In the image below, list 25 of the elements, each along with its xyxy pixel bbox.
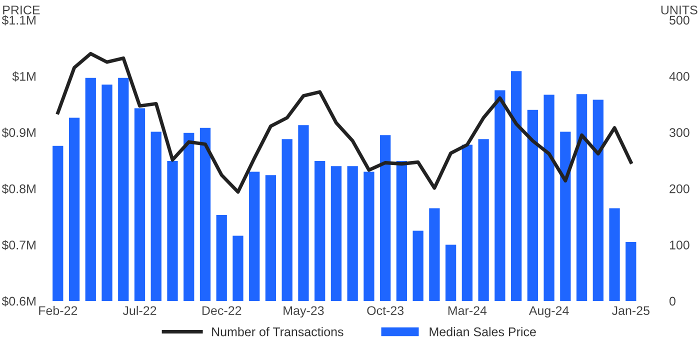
y2-tick-label: 200: [670, 184, 690, 194]
y-tick-label: $1M: [12, 71, 36, 82]
x-tick-label: May-23: [284, 306, 324, 318]
x-tick-label: Jan-25: [612, 306, 650, 316]
y2-tick-label: 300: [669, 128, 690, 138]
line-series: [56, 52, 633, 194]
y2-axis-title: UNITS: [661, 6, 698, 14]
x-tick-label: Mar-24: [448, 306, 487, 316]
y2-tick-label: 100: [670, 240, 690, 250]
x-tick-label: Jul-22: [122, 306, 156, 316]
legend-label: Median Sales Price: [430, 327, 536, 336]
x-tick-label: Aug-24: [528, 306, 569, 318]
y-tick-label: $1.1M: [2, 15, 36, 26]
y-axis-title: PRICE: [3, 6, 40, 14]
x-tick-label: Feb-22: [39, 306, 78, 316]
x-tick-label: Dec-22: [202, 306, 242, 316]
y2-tick-label: 0: [669, 296, 676, 306]
y-tick-label: $0.7M: [2, 240, 36, 250]
y2-tick-label: 500: [670, 16, 690, 25]
y-tick-label: $0.9M: [2, 128, 36, 138]
y-tick-label: $0.8M: [2, 184, 36, 194]
legend-label: Number of Transactions: [212, 327, 344, 336]
y2-tick-label: 400: [669, 72, 690, 81]
x-tick-label: Oct-23: [367, 306, 404, 316]
y-tick-label: $0.6M: [2, 296, 36, 306]
